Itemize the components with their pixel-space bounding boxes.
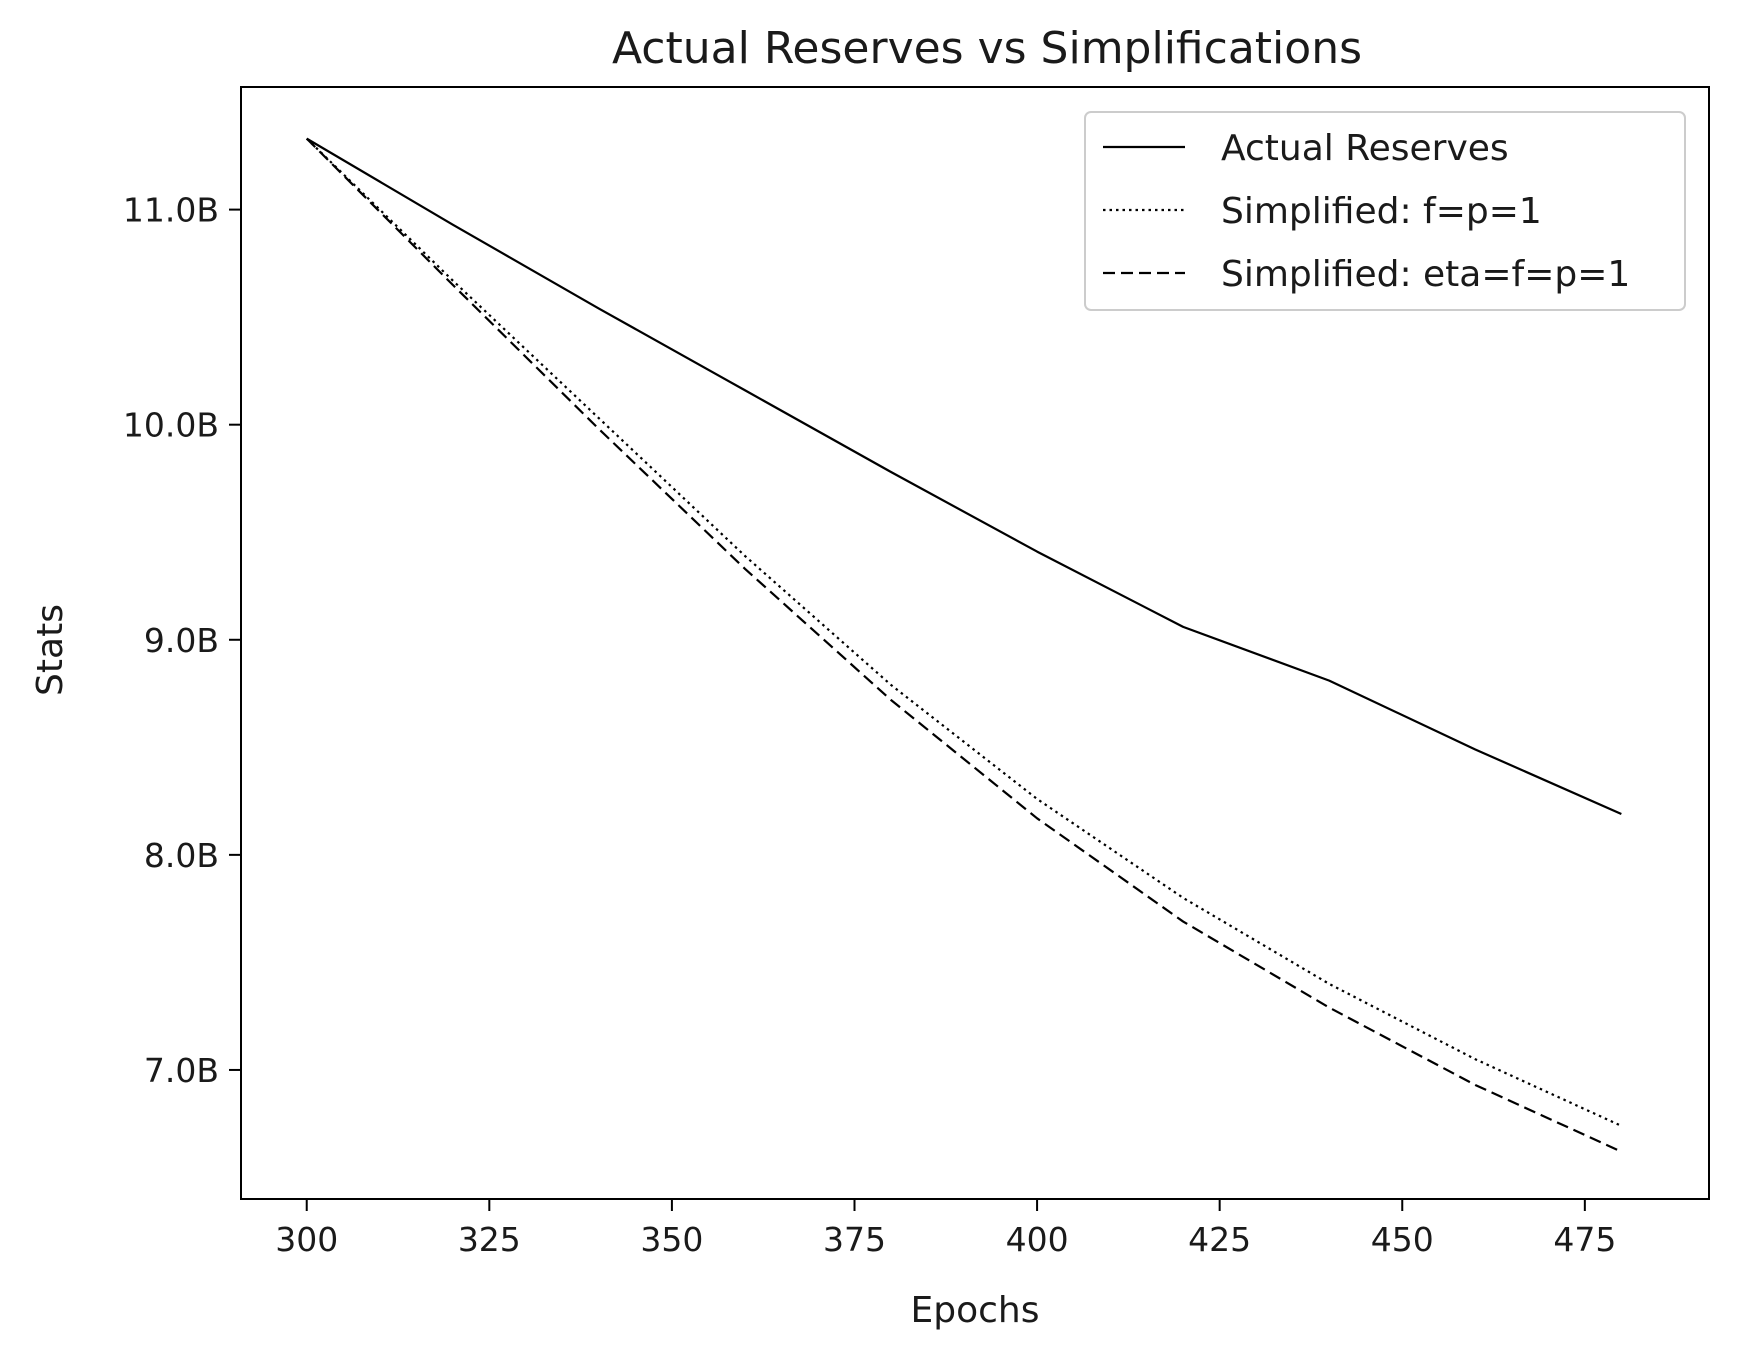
y-tick-label: 11.0B (123, 191, 219, 230)
x-tick-label: 475 (1553, 1220, 1616, 1259)
y-tick-label: 10.0B (123, 406, 219, 445)
series-group (305, 137, 1622, 1153)
legend-label-3: Simplified: eta=f=p=1 (1221, 254, 1630, 295)
legend-label-2: Simplified: f=p=1 (1221, 191, 1542, 232)
y-tick-label: 8.0B (144, 836, 219, 875)
y-axis-label: Stats (30, 604, 71, 696)
series-line-3 (305, 137, 1622, 1153)
x-tick-label: 300 (275, 1220, 338, 1259)
y-axis-ticks: 7.0B 8.0B 9.0B 10.0B 11.0B (123, 191, 241, 1090)
x-tick-label: 425 (1188, 1220, 1251, 1259)
x-tick-label: 350 (640, 1220, 703, 1259)
y-tick-label: 9.0B (144, 621, 219, 660)
plot-frame (240, 86, 1710, 1200)
legend-label-1: Actual Reserves (1221, 128, 1509, 169)
x-tick-label: 400 (1006, 1220, 1069, 1259)
x-tick-label: 325 (458, 1220, 521, 1259)
x-tick-label: 450 (1371, 1220, 1434, 1259)
series-line-1 (306, 137, 1622, 815)
series-line-2 (305, 137, 1622, 1127)
chart-title: Actual Reserves vs Simplifications (612, 23, 1362, 74)
x-axis-label: Epochs (911, 1290, 1040, 1331)
legend: Actual Reserves Simplified: f=p=1 Simplifi… (1084, 111, 1686, 311)
x-axis-ticks: 300 325 350 375 400 425 450 475 (275, 1199, 1616, 1259)
y-tick-label: 7.0B (144, 1051, 219, 1090)
legend-box (1084, 111, 1686, 311)
x-tick-label: 375 (823, 1220, 886, 1259)
